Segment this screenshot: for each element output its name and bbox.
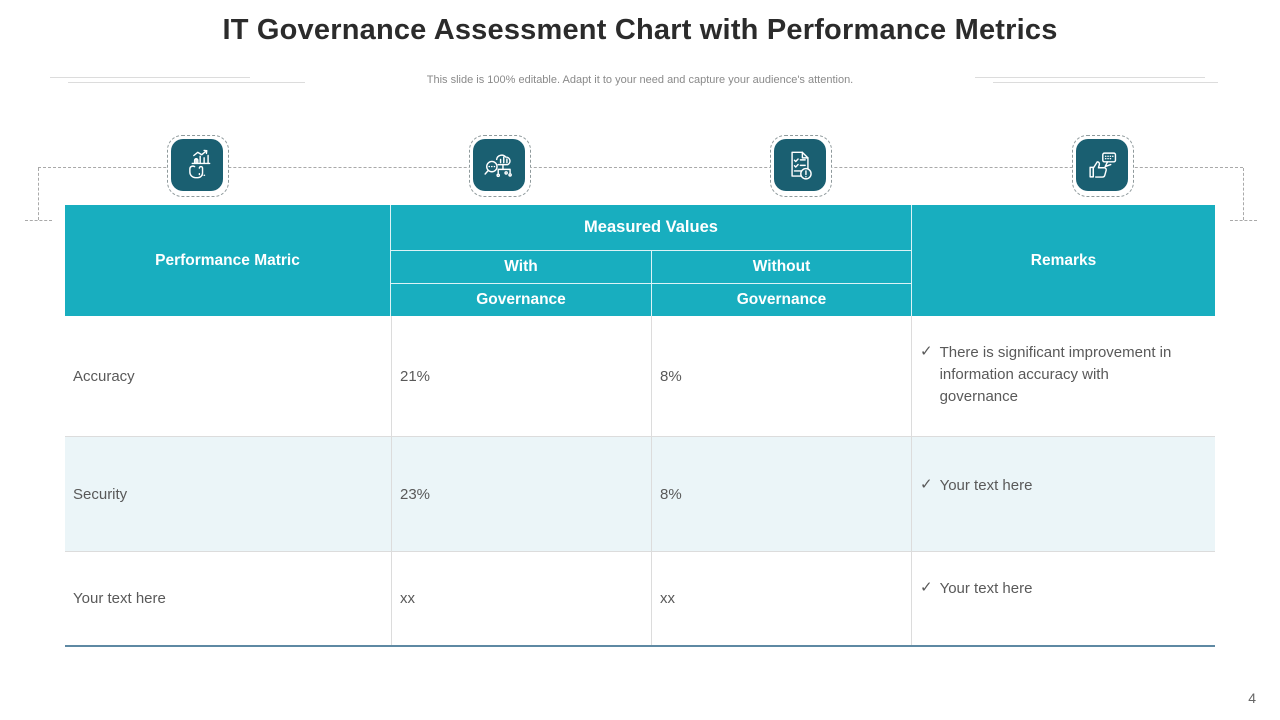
connector-terminator-right <box>1230 220 1257 221</box>
decorative-line <box>68 82 305 83</box>
table-body: Accuracy 21% 8% ✓ There is significant i… <box>65 316 1215 647</box>
hand-bar-chart-icon <box>171 139 223 191</box>
remark-cell: ✓ Your text here <box>911 437 1215 551</box>
page-number: 4 <box>1248 690 1256 706</box>
icon-frame-feedback <box>1072 135 1134 197</box>
with-governance-cell: xx <box>391 552 651 645</box>
table-row-placeholder: Your text here xx xx ✓ Your text here <box>65 551 1215 645</box>
header-without: Without <box>651 251 911 284</box>
icon-frame-performance <box>167 135 229 197</box>
remark-text: Your text here <box>939 580 1033 597</box>
remark-text: There is significant improvement in info… <box>939 344 1172 405</box>
decorative-line <box>993 82 1218 83</box>
header-with: With <box>391 251 651 284</box>
table-row-security: Security 23% 8% ✓ Your text here <box>65 436 1215 551</box>
header-without-governance: Governance <box>651 284 911 316</box>
slide-title: IT Governance Assessment Chart with Perf… <box>222 14 1058 46</box>
checklist-alert-icon <box>774 139 826 191</box>
header-measured-values: Measured Values <box>391 205 911 251</box>
checkmark-icon: ✓ <box>920 343 933 360</box>
connector-line-vertical-right <box>1243 168 1244 220</box>
connector-line-vertical-left <box>38 168 39 220</box>
table-row-accuracy: Accuracy 21% 8% ✓ There is significant i… <box>65 316 1215 436</box>
checkmark-icon: ✓ <box>920 579 933 596</box>
decorative-line <box>50 77 250 78</box>
magnifier-cloud-analytics-icon <box>473 139 525 191</box>
checkmark-icon: ✓ <box>920 476 933 493</box>
without-governance-cell: xx <box>651 552 911 645</box>
metric-cell: Your text here <box>73 590 166 607</box>
connector-line-horizontal <box>38 167 1243 168</box>
connector-terminator-left <box>25 220 52 221</box>
decorative-line <box>975 77 1205 78</box>
with-governance-cell: 21% <box>391 316 651 436</box>
icon-frame-analysis <box>469 135 531 197</box>
remark-cell: ✓ There is significant improvement in in… <box>911 316 1215 436</box>
metric-cell: Security <box>73 485 128 503</box>
table-header: Performance Matric Measured Values With … <box>65 205 1215 316</box>
without-governance-cell: 8% <box>651 316 911 436</box>
header-performance-metric: Performance Matric <box>65 205 391 316</box>
thumbs-up-feedback-icon <box>1076 139 1128 191</box>
header-with-governance: Governance <box>476 291 566 308</box>
icon-frame-report <box>770 135 832 197</box>
remark-text: Your text here <box>939 477 1033 494</box>
without-governance-cell: 8% <box>651 437 911 551</box>
header-remarks: Remarks <box>911 205 1215 316</box>
metric-cell: Accuracy <box>73 367 135 385</box>
remark-cell: ✓ Your text here <box>911 552 1215 645</box>
slide-subtitle: This slide is 100% editable. Adapt it to… <box>426 74 854 86</box>
with-governance-cell: 23% <box>391 437 651 551</box>
